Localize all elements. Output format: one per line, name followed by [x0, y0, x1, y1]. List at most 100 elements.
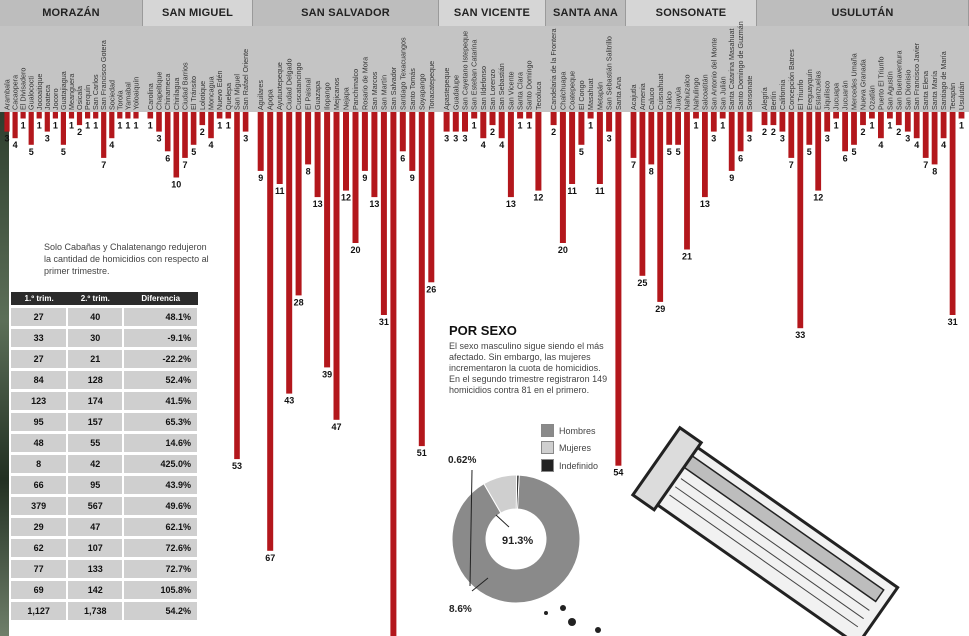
bar-value-label: 1	[69, 121, 74, 131]
municipality-label: Arambala	[3, 79, 12, 110]
municipality-label: San Francisco Gotera	[99, 40, 108, 110]
department-header: MORAZÁN	[0, 0, 143, 26]
bar-value-label: 2	[860, 127, 865, 137]
municipality-label: Carolina	[146, 83, 155, 110]
first-quarter-cell: 1,127	[11, 599, 69, 620]
municipality-label: Ozatlán	[868, 85, 877, 110]
bar-value-label: 4	[499, 140, 504, 150]
bar-value-label: 12	[341, 193, 351, 203]
bar-value-label: 8	[649, 166, 654, 176]
bar-value-label: 31	[948, 317, 958, 327]
legend-label-indefinido: Indefinido	[559, 460, 599, 471]
first-quarter-cell: 379	[11, 494, 69, 517]
municipality-bar	[887, 112, 893, 119]
difference-cell: 54.2%	[123, 599, 199, 620]
legend-swatch-hombres	[541, 424, 554, 437]
first-quarter-cell: 95	[11, 410, 69, 433]
municipality-label: Meanguera	[67, 74, 76, 110]
municipality-label: San Vicente	[506, 71, 515, 110]
municipality-bar	[361, 112, 368, 171]
municipality-bar	[133, 112, 139, 119]
bar-value-label: 47	[331, 422, 341, 432]
municipality-bar	[702, 112, 708, 198]
municipality-label: Sonsonate	[745, 76, 754, 110]
municipality-bar	[324, 112, 331, 368]
second-quarter-cell: 567	[67, 494, 125, 517]
municipality-bar	[630, 112, 637, 158]
difference-cell: 425.0%	[123, 452, 199, 475]
bar-value-label: 13	[313, 199, 323, 209]
first-quarter-cell: 69	[11, 578, 69, 601]
municipality-bar	[4, 112, 10, 132]
difference-cell: 72.6%	[123, 536, 199, 559]
table-row: 62 107 72.6%	[11, 536, 199, 559]
bar-value-label: 4	[208, 140, 213, 150]
municipality-bar	[117, 112, 123, 119]
municipality-bar	[648, 112, 655, 165]
municipality-bar	[940, 112, 947, 139]
municipality-label: San Sebastián	[497, 63, 506, 110]
municipality-label: Salcoatitán	[700, 74, 709, 110]
municipality-bar	[693, 112, 699, 119]
municipality-bar	[173, 112, 180, 178]
municipality-label: Santo Tomás	[408, 68, 417, 110]
department-header: SONSONATE	[626, 0, 757, 26]
bar-value-label: 5	[61, 147, 66, 157]
bar-value-label: 1	[93, 121, 98, 131]
municipality-bar	[824, 112, 831, 132]
municipality-bar	[257, 112, 264, 171]
municipality-bar	[797, 112, 804, 329]
bar-value-label: 1	[53, 121, 58, 131]
municipality-bar	[93, 112, 99, 119]
first-quarter-cell: 62	[11, 536, 69, 559]
municipality-bar	[409, 112, 416, 171]
municipality-bar	[428, 112, 435, 283]
municipality-label: Yoloaiquín	[132, 77, 141, 110]
municipality-label: Acajutla	[629, 84, 638, 110]
municipality-bar	[878, 112, 884, 139]
municipality-label: Chinameca	[163, 74, 172, 110]
municipality-label: Ereguayquín	[805, 69, 814, 110]
bar-value-label: 1	[869, 121, 874, 131]
bar-value-label: 4	[941, 140, 946, 150]
municipality-label: Chapeltique	[155, 72, 164, 110]
bar-value-label: 5	[667, 147, 672, 157]
municipality-label: Coatepeque	[568, 71, 577, 110]
municipality-label: Guazapa	[313, 81, 322, 110]
bar-value-label: 1	[887, 121, 892, 131]
municipality-label: San Carlos	[91, 74, 100, 110]
municipality-bar	[182, 112, 188, 158]
municipality-bar	[44, 112, 50, 132]
bar-value-label: 1	[133, 121, 138, 131]
municipality-bar	[498, 112, 505, 139]
municipality-bar	[147, 112, 154, 119]
municipality-label: Ilopango	[323, 82, 332, 110]
municipality-label: Apastepeque	[442, 68, 451, 110]
donut-hole	[486, 509, 546, 569]
municipality-bar	[710, 112, 717, 132]
municipality-bar	[958, 112, 965, 119]
municipality-bar	[399, 112, 406, 152]
municipality-bar	[76, 112, 83, 126]
municipality-label: San Esteban Catarina	[470, 40, 479, 110]
municipality-bar	[295, 112, 302, 296]
municipality-bar	[380, 112, 387, 315]
bar-value-label: 1	[226, 121, 231, 131]
municipality-bar	[52, 112, 58, 119]
bar-value-label: 2	[77, 127, 82, 137]
municipality-bar	[587, 112, 594, 119]
difference-cell: 14.6%	[123, 431, 199, 454]
municipality-label: Santa Elena	[921, 71, 930, 110]
difference-cell: -9.1%	[123, 326, 199, 349]
bar-value-label: 2	[762, 127, 767, 137]
municipality-bar	[949, 112, 956, 315]
municipality-bar	[666, 112, 673, 145]
bar-value-label: 13	[369, 199, 379, 209]
bar-value-label: 9	[729, 173, 734, 183]
pistol-illustration	[544, 425, 900, 636]
bar-value-label: 54	[613, 468, 623, 478]
second-quarter-cell: 21	[67, 347, 125, 370]
bar-value-label: 33	[795, 330, 805, 340]
second-quarter-cell: 42	[67, 452, 125, 475]
